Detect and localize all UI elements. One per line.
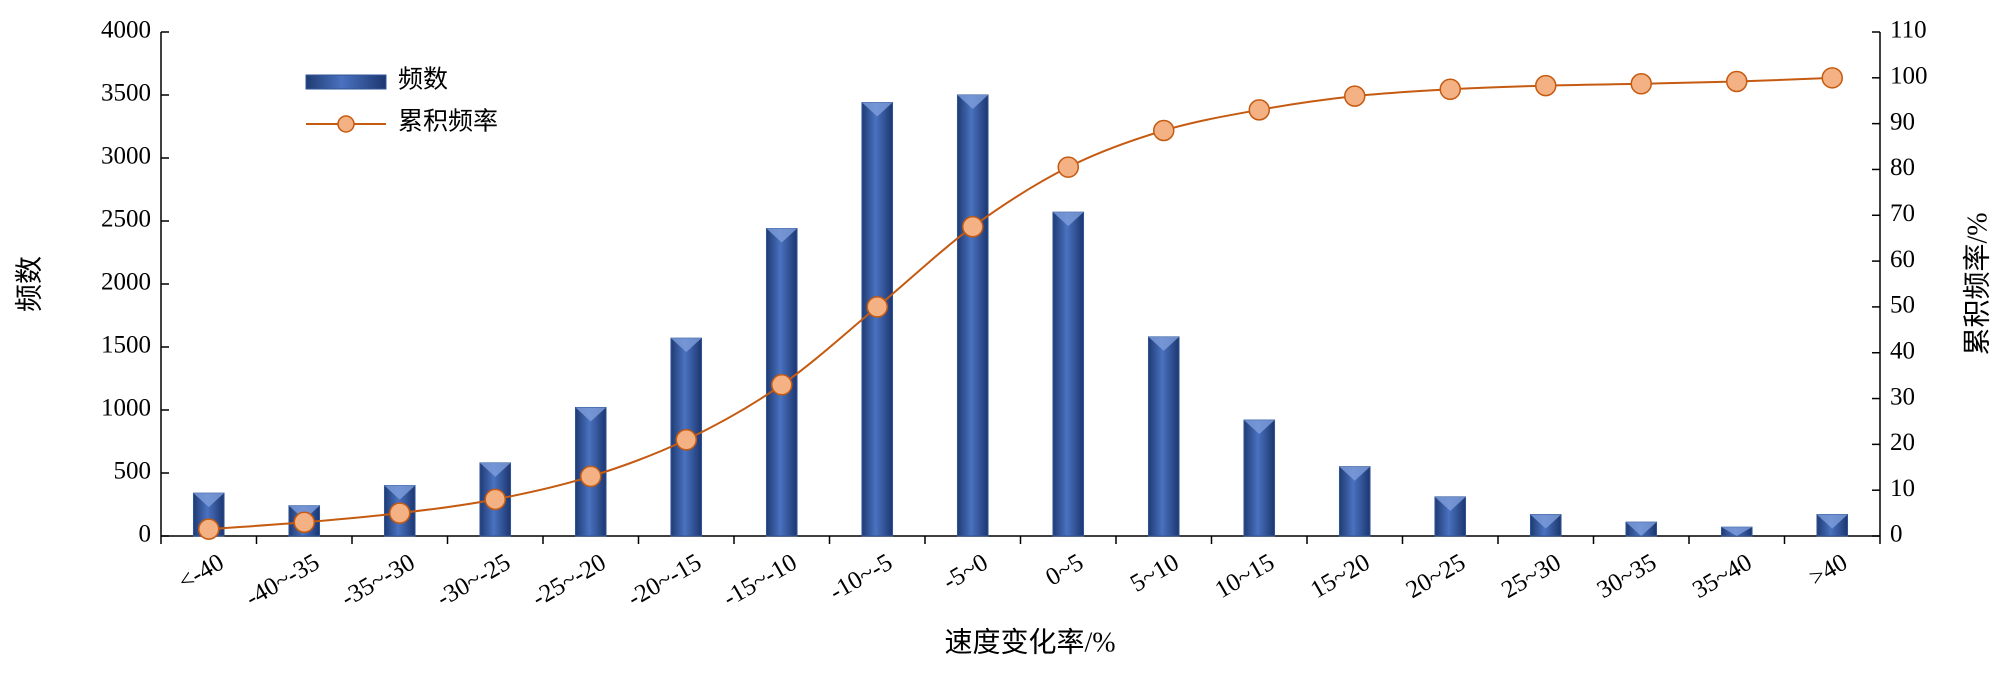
line-marker <box>1248 99 1270 121</box>
x-tick-label: 5~10 <box>1126 549 1184 598</box>
line-marker <box>1153 119 1175 142</box>
x-tick-label: -30~-25 <box>432 549 515 612</box>
y2-tick-label: 70 <box>1890 200 1915 227</box>
line-marker <box>675 429 697 451</box>
y-tick-label: 0 <box>139 521 152 548</box>
line-marker <box>198 518 220 540</box>
line-marker <box>866 296 888 318</box>
bar-bevel <box>766 228 798 243</box>
x-tick-label: -25~-20 <box>528 549 611 612</box>
bar-bevel <box>1148 336 1180 351</box>
x-tick-label: >40 <box>1805 549 1852 592</box>
y2-axis-title: 累积频率/% <box>1961 212 1993 355</box>
bar-bevel <box>1339 466 1371 481</box>
line-marker <box>293 511 315 534</box>
bar-bevel <box>1721 527 1753 536</box>
y2-tick-label: 90 <box>1890 108 1915 135</box>
line <box>208 76 1833 531</box>
y2-tick-label: 50 <box>1890 292 1915 319</box>
line-marker <box>1630 73 1652 95</box>
y-tick-label: 1500 <box>101 332 151 359</box>
y2-tick-label: 30 <box>1890 383 1915 410</box>
bar-bevel <box>1625 522 1657 536</box>
line-marker <box>1344 85 1366 107</box>
x-tick-label: 20~25 <box>1402 549 1471 604</box>
y2-tick-label: 100 <box>1890 63 1928 90</box>
bar <box>861 102 894 537</box>
line-marker <box>484 488 506 511</box>
x-tick-label: -15~-10 <box>719 549 802 612</box>
y2-tick-label: 110 <box>1890 17 1927 44</box>
bar-bevel <box>1816 514 1848 529</box>
y2-tick-label: 20 <box>1890 429 1915 456</box>
x-tick-label: <-40 <box>174 549 229 596</box>
y2-tick-label: 10 <box>1890 475 1915 502</box>
legend-swatch <box>337 115 355 133</box>
x-tick-label: 15~20 <box>1306 549 1375 604</box>
bar <box>956 94 989 537</box>
line-marker <box>1821 67 1843 89</box>
line-marker <box>962 215 984 238</box>
legend-label: 频数 <box>398 66 448 94</box>
bar-bevel <box>1243 420 1275 435</box>
x-tick-label: 25~30 <box>1497 549 1566 604</box>
bar-bevel <box>479 462 511 477</box>
bar-bevel <box>1434 496 1466 511</box>
y2-tick-label: 0 <box>1890 521 1903 548</box>
legend-swatch <box>305 74 387 90</box>
line-marker <box>389 502 411 524</box>
line-marker <box>771 374 793 396</box>
line-marker <box>580 465 602 488</box>
line-marker <box>1726 70 1748 93</box>
y2-tick-label: 40 <box>1890 337 1915 364</box>
bar-bevel <box>670 338 702 353</box>
x-tick-label: 10~15 <box>1211 549 1280 604</box>
bar-bevel <box>861 102 893 117</box>
x-tick-label: 30~35 <box>1593 549 1662 604</box>
bar <box>1243 419 1276 537</box>
line-marker <box>1439 78 1461 101</box>
x-tick-label: -35~-30 <box>337 549 420 612</box>
bar-bevel <box>1052 212 1084 227</box>
bar <box>1052 211 1085 537</box>
legend-label: 累积频率 <box>398 108 498 136</box>
x-tick-label: 0~5 <box>1041 549 1088 592</box>
bar-bevel <box>957 95 989 109</box>
line-marker <box>1535 74 1557 97</box>
y-tick-label: 2500 <box>101 206 151 233</box>
y-tick-label: 500 <box>114 458 152 485</box>
x-tick-label: 35~40 <box>1688 549 1757 604</box>
y-tick-label: 1000 <box>101 395 151 422</box>
bar-bevel <box>1530 514 1562 529</box>
y-tick-label: 2000 <box>101 269 151 296</box>
x-axis-title: 速度变化率/% <box>944 626 1115 658</box>
y-axis-title: 频数 <box>13 256 45 312</box>
y-tick-label: 4000 <box>101 17 151 44</box>
bar-bevel <box>384 485 416 500</box>
bar <box>1147 336 1180 537</box>
y2-tick-label: 80 <box>1890 154 1915 181</box>
bar-bevel <box>575 407 607 422</box>
x-tick-label: -40~-35 <box>241 549 324 612</box>
x-tick-label: -5~0 <box>939 549 993 596</box>
bar-bevel <box>193 493 225 508</box>
y-tick-label: 3500 <box>101 80 151 107</box>
x-tick-label: -10~-5 <box>825 549 897 606</box>
x-tick-label: -20~-15 <box>623 549 706 612</box>
line-marker <box>1057 156 1079 178</box>
y2-tick-label: 60 <box>1890 246 1915 273</box>
y-tick-label: 3000 <box>101 143 151 170</box>
